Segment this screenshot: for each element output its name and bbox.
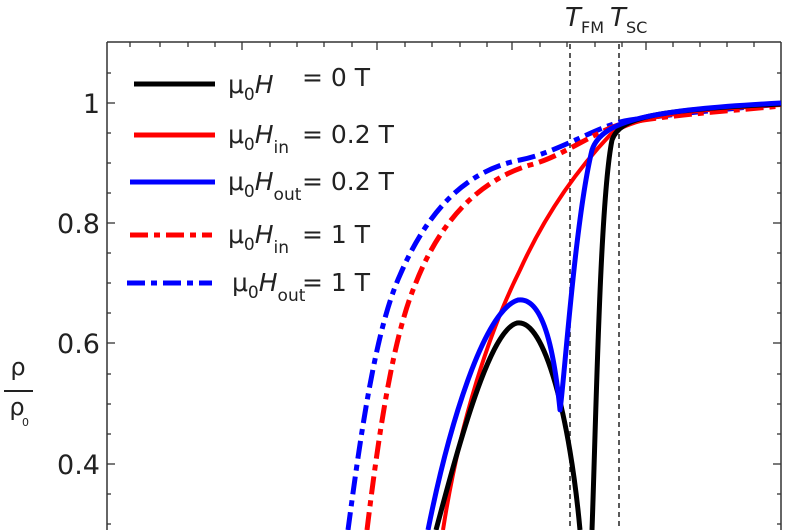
svg-text:μ0Hout= 1 T: μ0Hout= 1 T — [232, 268, 371, 306]
legend-item-hin-0.2T: μ0Hin = 0.2 T — [134, 120, 395, 158]
legend-item-hout-0.2T: μ0Hout= 0.2 T — [130, 167, 395, 205]
y-tick-0.6: 0.6 — [57, 329, 100, 360]
svg-text:μ0H= 0 T: μ0H = 0 T — [228, 63, 371, 105]
svg-text:μ0Hout= 0.2 T: μ0Hout= 0.2 T — [228, 167, 395, 205]
y-ticks-right — [773, 72, 781, 525]
series-hout-1T — [345, 101, 782, 530]
y-tick-1: 1 — [83, 89, 100, 120]
legend-item-h0: μ0H = 0 T — [134, 63, 371, 105]
y-tick-0.4: 0.4 — [57, 450, 100, 481]
legend-item-hout-1T: μ0Hout= 1 T — [127, 268, 371, 306]
tfm-label-main: T — [565, 3, 583, 33]
tfm-label-sub: FM — [581, 18, 604, 37]
y-ticks-left — [107, 72, 115, 525]
series-h0 — [433, 101, 782, 530]
legend-item-hin-1T: μ0Hin = 1 T — [130, 220, 371, 258]
curves — [345, 100, 782, 530]
tsc-label-main: T — [610, 3, 628, 33]
svg-text:μ0Hin= 0.2 T: μ0Hin = 0.2 T — [228, 120, 395, 158]
legend: μ0H = 0 T μ0Hin = 0.2 T μ0Hout= 0.2 T μ0Hi… — [127, 63, 395, 306]
ylabel-numerator: ρ — [10, 353, 25, 381]
series-hin-1T — [364, 103, 782, 530]
tsc-label-sub: SC — [626, 18, 647, 37]
plot-frame — [106, 41, 782, 530]
y-tick-0.8: 0.8 — [57, 209, 100, 240]
x-ticks-top — [129, 42, 755, 50]
svg-text:μ0Hin= 1 T: μ0Hin = 1 T — [228, 220, 371, 258]
ylabel-denominator: ρ — [9, 393, 24, 421]
y-tick-labels: 1 0.8 0.6 0.4 — [57, 89, 100, 481]
ylabel-denominator-sub: 0 — [22, 416, 29, 429]
y-axis-label: ρ ρ 0 — [4, 353, 33, 429]
series-hout-0.2T — [425, 100, 782, 530]
transition-labels: T FM T SC — [565, 3, 647, 37]
